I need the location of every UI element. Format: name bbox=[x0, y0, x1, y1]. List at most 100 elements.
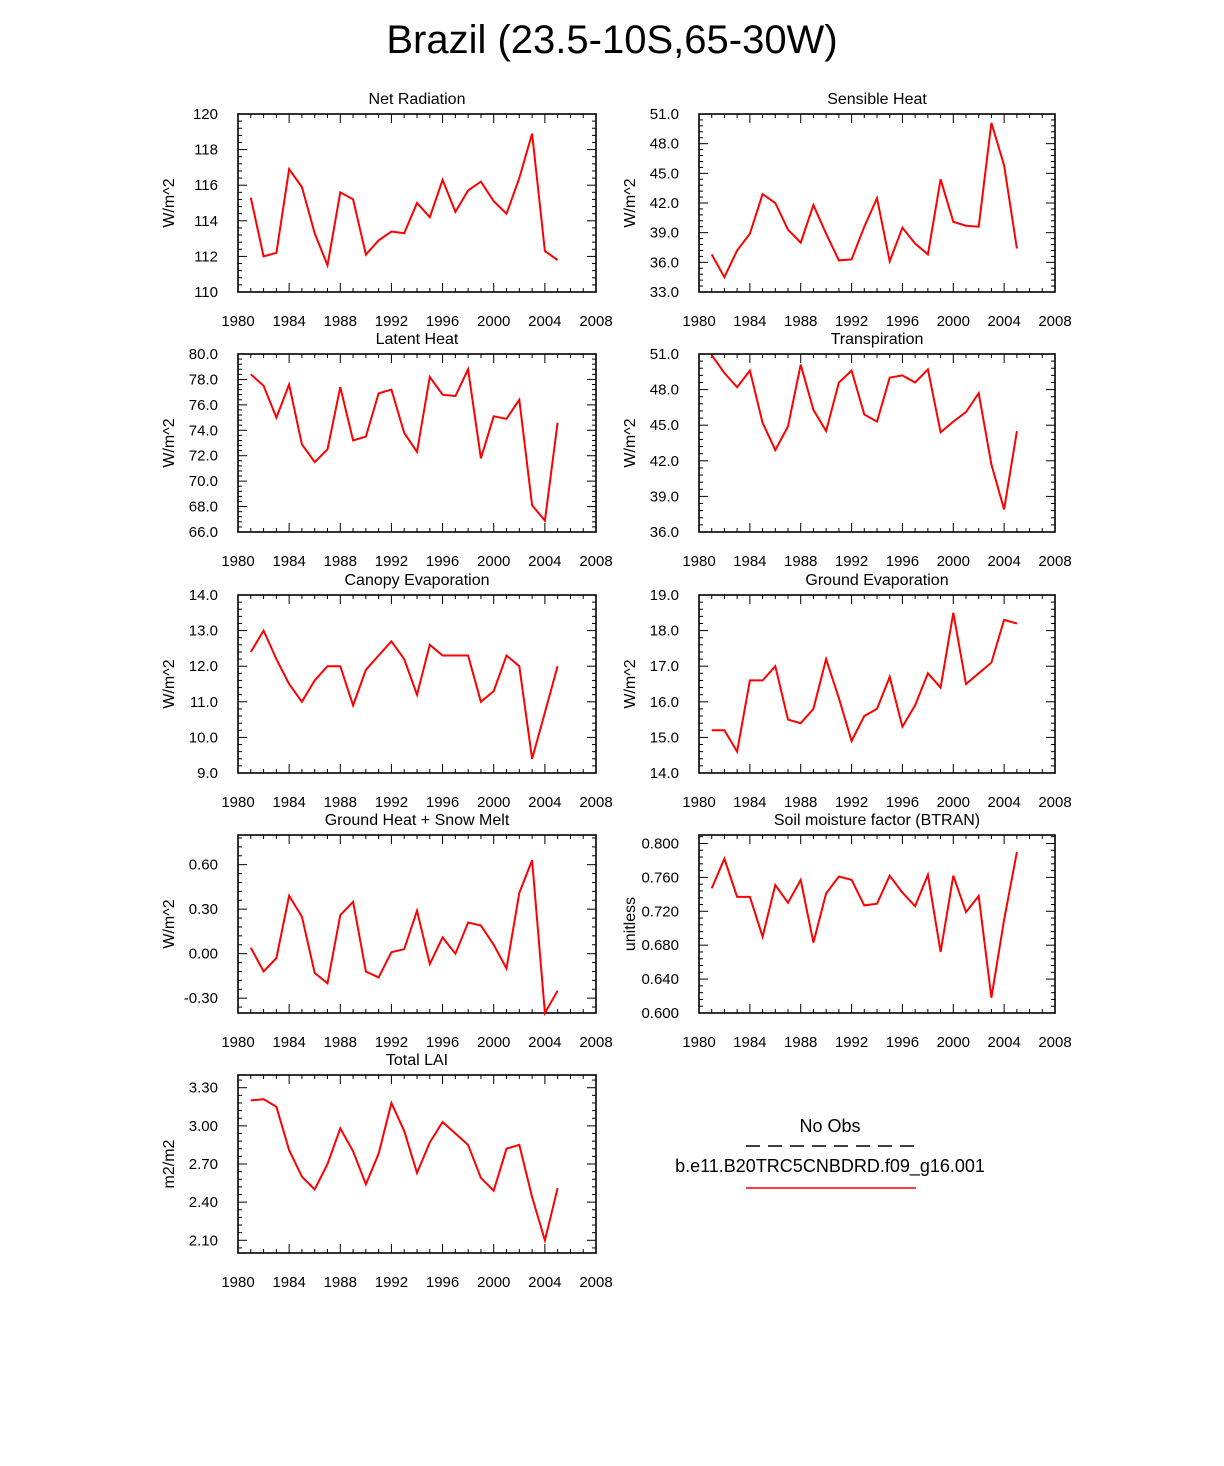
x-tick-label: 1980 bbox=[221, 1274, 254, 1291]
x-tick-label: 2008 bbox=[1038, 1034, 1071, 1051]
x-tick-label: 1984 bbox=[733, 553, 766, 570]
plot-frame bbox=[237, 353, 597, 533]
y-tick-label: 15.0 bbox=[650, 729, 679, 746]
x-tick-label: 2000 bbox=[477, 313, 510, 330]
x-tick-label: 2008 bbox=[1038, 794, 1071, 811]
x-tick-label: 2004 bbox=[987, 1034, 1020, 1051]
x-tick-label: 2000 bbox=[937, 1034, 970, 1051]
x-tick-label: 2000 bbox=[937, 313, 970, 330]
x-tick-label: 1992 bbox=[375, 794, 408, 811]
legend-obs-label: No Obs bbox=[799, 1116, 861, 1136]
chart-title: Transpiration bbox=[831, 331, 924, 348]
x-tick-label: 2000 bbox=[477, 1274, 510, 1291]
y-axis-label: W/m^2 bbox=[622, 178, 639, 227]
x-tick-label: 1980 bbox=[221, 794, 254, 811]
y-tick-label: 36.0 bbox=[650, 254, 679, 271]
chart-panel-4: 1980 1984 1988 1992 1996 2000 2004 2008 36.0 39.0… bbox=[622, 331, 1072, 570]
y-tick-label: 39.0 bbox=[650, 225, 679, 242]
series-line bbox=[249, 628, 559, 760]
x-tick-label: 2008 bbox=[1038, 313, 1071, 330]
x-tick-label: 2004 bbox=[528, 1274, 561, 1291]
x-tick-label: 1996 bbox=[426, 553, 459, 570]
x-tick-label: 2008 bbox=[579, 553, 612, 570]
x-tick-label: 1988 bbox=[324, 553, 357, 570]
plot-frame bbox=[698, 594, 1056, 774]
legend-model-label: b.e11.B20TRC5CNBDRD.f09_g16.001 bbox=[675, 1156, 985, 1176]
y-tick-label: 19.0 bbox=[650, 587, 679, 604]
y-tick-label: 3.00 bbox=[189, 1118, 218, 1135]
y-tick-label: -0.30 bbox=[184, 990, 218, 1007]
y-axis-label: W/m^2 bbox=[161, 178, 178, 227]
x-tick-label: 2008 bbox=[579, 794, 612, 811]
x-tick-label: 2004 bbox=[987, 794, 1020, 811]
series-line bbox=[710, 354, 1018, 510]
y-tick-label: 45.0 bbox=[650, 165, 679, 182]
x-tick-label: 1988 bbox=[784, 1034, 817, 1051]
x-tick-label: 1980 bbox=[682, 313, 715, 330]
series-line bbox=[249, 859, 559, 1017]
x-tick-label: 2008 bbox=[579, 1034, 612, 1051]
y-tick-label: 14.0 bbox=[650, 765, 679, 782]
figure-title: Brazil (23.5-10S,65-30W) bbox=[386, 18, 838, 62]
y-tick-label: 48.0 bbox=[650, 136, 679, 153]
y-tick-label: 0.800 bbox=[641, 835, 679, 852]
chart-title: Ground Heat + Snow Melt bbox=[325, 812, 510, 829]
series-line bbox=[250, 1098, 559, 1245]
y-tick-label: 51.0 bbox=[650, 106, 679, 123]
x-tick-label: 2008 bbox=[579, 1274, 612, 1291]
legend-model-line bbox=[746, 1187, 916, 1189]
chart-panel-2: 1980 1984 1988 1992 1996 2000 2004 2008 33.0 36.0… bbox=[622, 91, 1072, 330]
y-tick-label: 42.0 bbox=[650, 453, 679, 470]
x-tick-label: 1992 bbox=[835, 313, 868, 330]
y-tick-label: 0.600 bbox=[641, 1005, 679, 1022]
y-tick-label: 11.0 bbox=[190, 694, 218, 711]
x-tick-label: 2004 bbox=[528, 794, 561, 811]
x-tick-label: 2004 bbox=[987, 553, 1020, 570]
x-tick-label: 2000 bbox=[477, 553, 510, 570]
x-tick-label: 1996 bbox=[426, 794, 459, 811]
y-tick-label: 2.70 bbox=[189, 1156, 218, 1173]
y-axis-label: unitless bbox=[622, 897, 639, 951]
y-tick-label: 16.0 bbox=[650, 694, 679, 711]
plot-frame bbox=[237, 594, 597, 774]
chart-panel-7: 1980 1984 1988 1992 1996 2000 2004 2008 -0.30 0.0… bbox=[161, 812, 613, 1051]
y-tick-label: 70.0 bbox=[189, 473, 218, 490]
x-tick-label: 1996 bbox=[886, 313, 919, 330]
y-tick-label: 110 bbox=[194, 284, 218, 301]
y-tick-label: 80.0 bbox=[189, 346, 218, 363]
x-tick-label: 1984 bbox=[733, 1034, 766, 1051]
x-tick-label: 1996 bbox=[886, 794, 919, 811]
series-line bbox=[711, 612, 1018, 755]
y-tick-label: 36.0 bbox=[650, 524, 679, 541]
y-axis-label: W/m^2 bbox=[161, 418, 178, 467]
chart-panel-6: 1980 1984 1988 1992 1996 2000 2004 2008 14.0 15.0… bbox=[622, 572, 1072, 811]
y-tick-label: 0.760 bbox=[641, 869, 679, 886]
x-tick-label: 1980 bbox=[221, 313, 254, 330]
chart-panel-1: 1980 1984 1988 1992 1996 2000 2004 2008 110 112 11… bbox=[161, 91, 613, 330]
chart-panel-3: 1980 1984 1988 1992 1996 2000 2004 2008 66.0 68.0… bbox=[161, 331, 613, 570]
series-line bbox=[250, 365, 559, 523]
y-tick-label: 13.0 bbox=[189, 623, 218, 640]
chart-title: Net Radiation bbox=[369, 91, 466, 108]
x-tick-label: 2004 bbox=[528, 1034, 561, 1051]
y-tick-label: 114 bbox=[194, 213, 218, 230]
x-tick-label: 2004 bbox=[528, 553, 561, 570]
x-tick-label: 1988 bbox=[324, 1034, 357, 1051]
x-tick-label: 1996 bbox=[426, 1034, 459, 1051]
chart-title: Soil moisture factor (BTRAN) bbox=[774, 812, 980, 829]
y-tick-label: 0.680 bbox=[641, 937, 679, 954]
y-tick-label: 2.40 bbox=[189, 1194, 218, 1211]
legend-obs-line bbox=[746, 1145, 916, 1147]
x-tick-label: 2000 bbox=[937, 553, 970, 570]
x-tick-label: 1988 bbox=[784, 313, 817, 330]
x-tick-label: 1984 bbox=[272, 1274, 305, 1291]
y-tick-label: 66.0 bbox=[189, 524, 218, 541]
chart-panel-9: 1980 1984 1988 1992 1996 2000 2004 2008 2.10 2.40… bbox=[161, 1052, 613, 1291]
series-line bbox=[249, 133, 559, 269]
y-tick-label: 116 bbox=[194, 177, 218, 194]
y-tick-label: 33.0 bbox=[650, 284, 679, 301]
x-tick-label: 1992 bbox=[835, 794, 868, 811]
x-tick-label: 1988 bbox=[784, 553, 817, 570]
y-tick-label: 120 bbox=[193, 106, 218, 123]
y-tick-label: 72.0 bbox=[189, 448, 218, 465]
